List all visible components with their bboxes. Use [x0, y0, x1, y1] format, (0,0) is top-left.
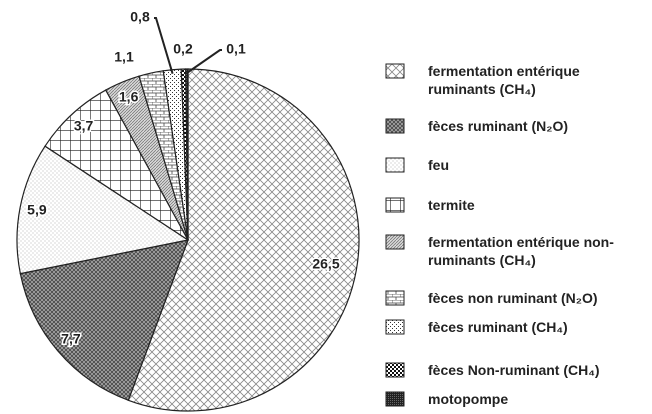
data-label: 26,5 — [312, 256, 339, 272]
legend-swatch — [385, 319, 405, 335]
data-label: 0,8 — [130, 9, 150, 25]
legend-swatch — [385, 197, 405, 213]
data-label: 5,9 — [27, 201, 47, 217]
pie-slice — [19, 239, 189, 402]
data-label: 7,7 — [61, 331, 81, 347]
legend-label: motopompe — [428, 391, 509, 407]
leader-line — [186, 49, 222, 74]
data-label: 1,1 — [114, 49, 134, 65]
leader-line — [154, 17, 174, 74]
data-label: 0,1 — [226, 41, 246, 57]
data-label: 3,7 — [74, 118, 94, 134]
pie-slice — [185, 68, 189, 241]
legend-label: fermentation entérique non-ruminants (CH… — [428, 234, 614, 268]
data-label: 0,2 — [173, 41, 193, 57]
legend-swatch — [385, 362, 405, 378]
legend-label: fèces Non-ruminant (CH₄) — [428, 362, 600, 378]
legend-label: fèces ruminant (CH₄) — [428, 319, 568, 335]
legend-swatch — [385, 157, 405, 173]
legend-label: fèces non ruminant (N₂O) — [428, 290, 598, 306]
legend-label: feu — [428, 157, 449, 173]
legend-swatch — [385, 63, 405, 79]
legend-swatch — [385, 118, 405, 134]
legend-swatch — [385, 290, 405, 306]
pie-slice — [127, 68, 360, 412]
data-label: 1,6 — [119, 89, 139, 105]
legend-label: fèces ruminant (N₂O) — [428, 118, 569, 134]
legend-label: fermentation entérique ruminants (CH₄) — [428, 63, 580, 97]
pie-slice — [16, 145, 190, 275]
legend-label: termite — [428, 197, 475, 213]
legend-swatch — [385, 234, 405, 250]
legend-swatch — [385, 391, 405, 407]
